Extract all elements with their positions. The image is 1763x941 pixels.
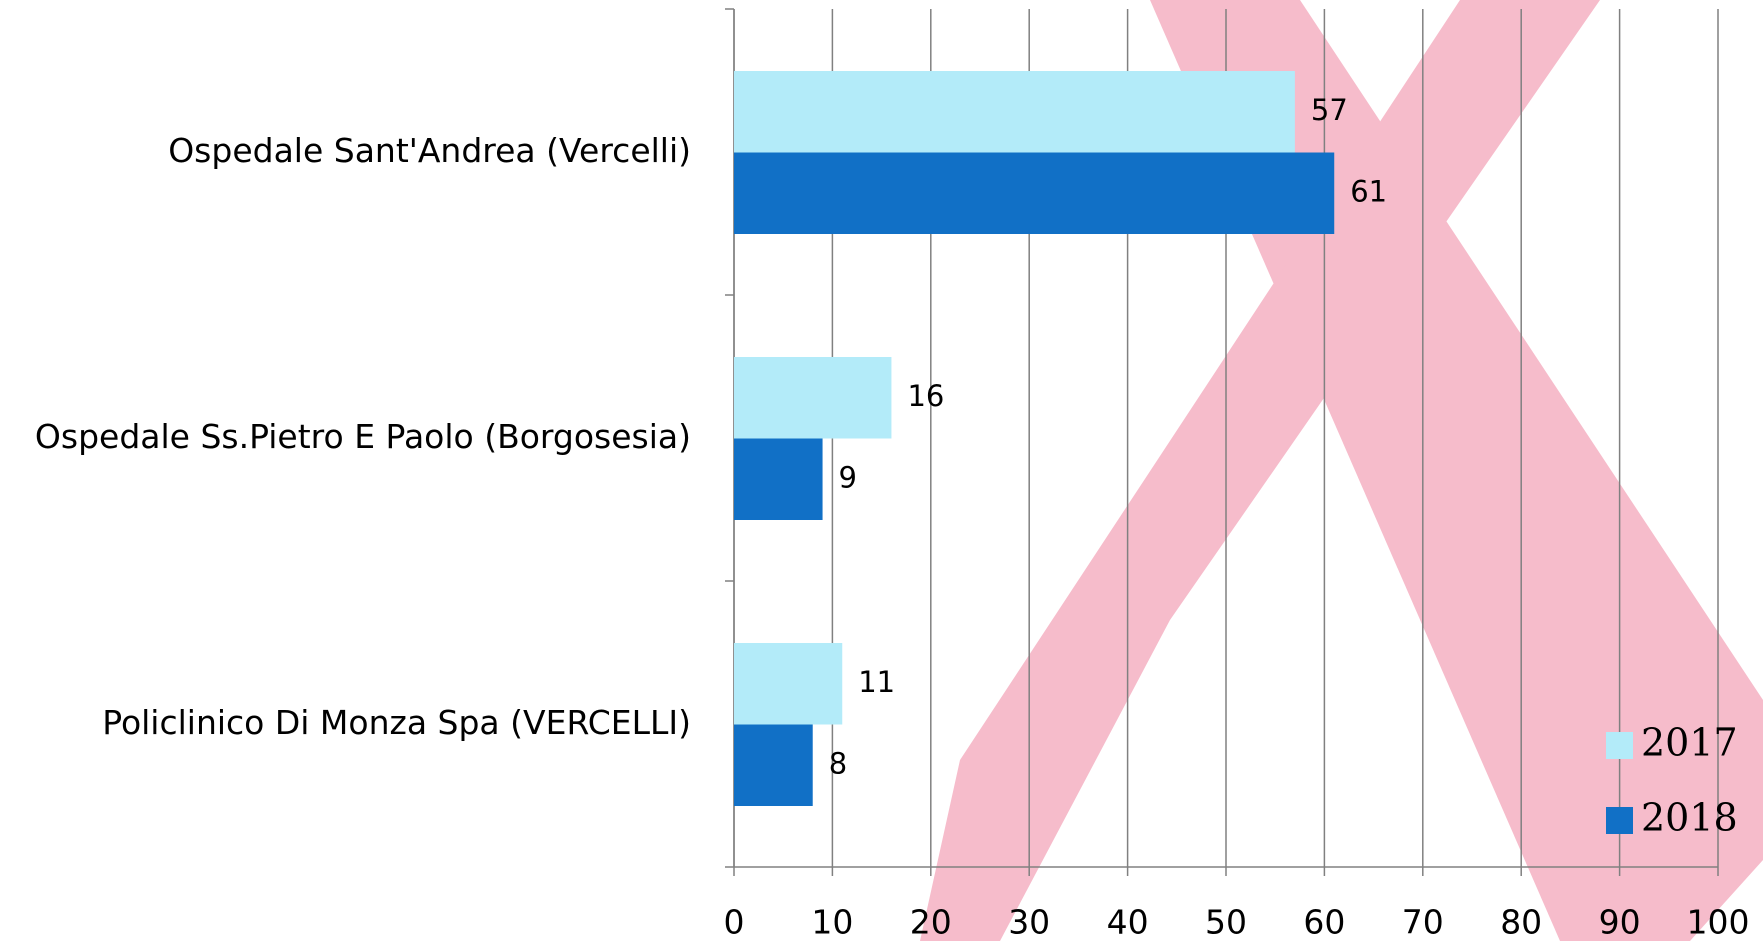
- value-label: 57: [1311, 93, 1348, 127]
- chart: 0 10 20 30 40 50 60 70 80 90 100 Ospedale Sant'Andr…: [0, 0, 1763, 941]
- category-label: Ospedale Sant'Andrea (Vercelli): [168, 131, 691, 170]
- x-tick-label: 90: [1599, 903, 1641, 941]
- bar: [734, 153, 1334, 235]
- x-tick-label: 100: [1687, 903, 1750, 941]
- x-tick-label: 70: [1402, 903, 1444, 941]
- x-tick-label: 40: [1107, 903, 1149, 941]
- x-tick-label: 80: [1500, 903, 1542, 941]
- legend-swatch: [1606, 732, 1633, 759]
- x-tick-label: 20: [910, 903, 952, 941]
- value-label: 61: [1350, 174, 1387, 208]
- x-tick-label: 30: [1008, 903, 1050, 941]
- value-label: 9: [839, 460, 857, 494]
- bar: [734, 357, 891, 439]
- x-tick-label: 50: [1205, 903, 1247, 941]
- bar: [734, 643, 842, 725]
- value-label: 8: [829, 746, 847, 780]
- bar: [734, 439, 823, 521]
- category-label: Policlinico Di Monza Spa (VERCELLI): [102, 703, 691, 742]
- x-tick-label: 0: [724, 903, 745, 941]
- category-label: Ospedale Ss.Pietro E Paolo (Borgosesia): [35, 417, 691, 456]
- value-label: 11: [858, 665, 895, 699]
- bar: [734, 725, 813, 807]
- bar: [734, 71, 1295, 153]
- legend-label: 2018: [1641, 796, 1738, 840]
- legend-swatch: [1606, 807, 1633, 834]
- x-tick-label: 60: [1303, 903, 1345, 941]
- value-label: 16: [907, 379, 944, 413]
- legend-label: 2017: [1641, 721, 1738, 765]
- x-tick-label: 10: [811, 903, 853, 941]
